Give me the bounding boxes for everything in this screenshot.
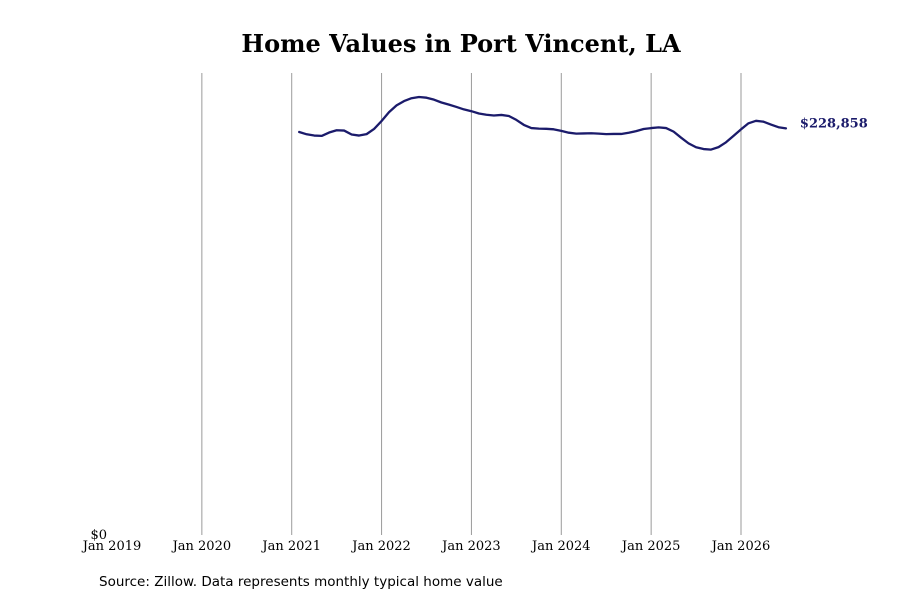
x-tick-label-2023: Jan 2023 (440, 539, 501, 554)
home-value-line (298, 95, 788, 151)
x-tick-label-2019: Jan 2019 (81, 539, 142, 554)
x-tick-label-2025: Jan 2025 (620, 539, 681, 554)
source-note: Source: Zillow. Data represents monthly … (99, 574, 503, 590)
x-tick-label-2024: Jan 2024 (530, 539, 591, 554)
x-tick-label-2021: Jan 2021 (260, 539, 321, 554)
x-axis-ticks: Jan 2019 Jan 2020 Jan 2021 Jan 2022 Jan 2023… (81, 539, 771, 554)
vertical-gridlines (201, 73, 742, 535)
x-tick-label-2022: Jan 2022 (350, 539, 411, 554)
x-tick-label-2026: Jan 2026 (710, 539, 771, 554)
latest-value-label: $228,858 (800, 116, 868, 131)
chart-title: Home Values in Port Vincent, LA (241, 29, 681, 58)
x-tick-label-2020: Jan 2020 (171, 539, 232, 554)
y-axis-tick-zero: $0 (90, 528, 107, 543)
